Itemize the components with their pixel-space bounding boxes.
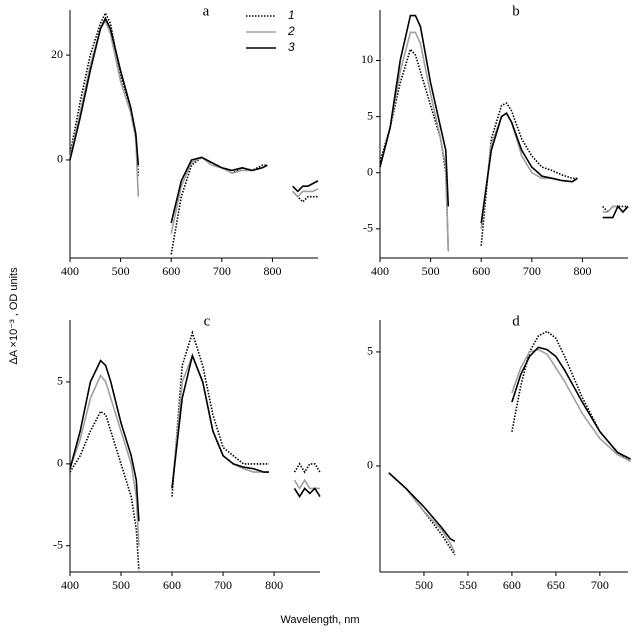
y-tick-label: 5 bbox=[367, 108, 373, 122]
y-tick-label: 5 bbox=[367, 344, 373, 358]
x-tick-label: 500 bbox=[422, 264, 440, 278]
x-tick-label: 500 bbox=[112, 264, 130, 278]
series-line bbox=[69, 353, 321, 522]
y-tick-label: 0 bbox=[57, 456, 63, 470]
y-tick-label: 10 bbox=[361, 52, 373, 66]
x-tick-label: 700 bbox=[591, 578, 609, 592]
x-tick-label: 800 bbox=[573, 264, 591, 278]
x-tick-label: 650 bbox=[547, 578, 565, 592]
x-tick-label: 600 bbox=[472, 264, 490, 278]
series-line bbox=[388, 348, 631, 553]
x-tick-label: 700 bbox=[214, 578, 232, 592]
x-tick-label: 600 bbox=[162, 264, 180, 278]
y-axis-label: ΔA ×10⁻³ , OD units bbox=[8, 267, 20, 365]
y-tick-label: 0 bbox=[367, 164, 373, 178]
x-tick-label: 600 bbox=[163, 578, 181, 592]
series-line bbox=[388, 346, 631, 542]
x-tick-label: 800 bbox=[265, 578, 283, 592]
panel-title: d bbox=[512, 313, 520, 329]
x-tick-label: 700 bbox=[213, 264, 231, 278]
series-line bbox=[69, 11, 318, 255]
x-tick-label: 550 bbox=[459, 578, 477, 592]
series-line bbox=[69, 16, 319, 224]
x-tick-label: 400 bbox=[61, 264, 79, 278]
legend-label: 2 bbox=[287, 24, 295, 38]
y-tick-label: 0 bbox=[57, 152, 63, 166]
x-tick-label: 800 bbox=[263, 264, 281, 278]
x-tick-label: 400 bbox=[61, 578, 79, 592]
y-tick-label: 0 bbox=[367, 458, 373, 472]
legend-label: 1 bbox=[288, 8, 295, 22]
panel-title: c bbox=[204, 313, 211, 329]
y-tick-label: 20 bbox=[51, 47, 63, 61]
x-tick-label: 500 bbox=[112, 578, 130, 592]
x-tick-label: 400 bbox=[371, 264, 389, 278]
x-axis-label: Wavelength, nm bbox=[280, 614, 359, 626]
series-line bbox=[69, 330, 321, 571]
y-tick-label: -5 bbox=[363, 221, 373, 235]
x-tick-label: 500 bbox=[415, 578, 433, 592]
series-line bbox=[379, 47, 628, 252]
panel-title: a bbox=[203, 3, 210, 19]
y-tick-label: -5 bbox=[53, 538, 63, 552]
panel-title: b bbox=[512, 3, 520, 19]
series-line bbox=[69, 19, 319, 234]
series-line bbox=[379, 31, 629, 252]
series-line bbox=[388, 330, 632, 556]
x-tick-label: 700 bbox=[523, 264, 541, 278]
legend-label: 3 bbox=[288, 40, 295, 54]
series-line bbox=[379, 14, 629, 224]
y-tick-label: 5 bbox=[57, 374, 63, 388]
x-tick-label: 600 bbox=[503, 578, 521, 592]
series-line bbox=[69, 353, 320, 546]
